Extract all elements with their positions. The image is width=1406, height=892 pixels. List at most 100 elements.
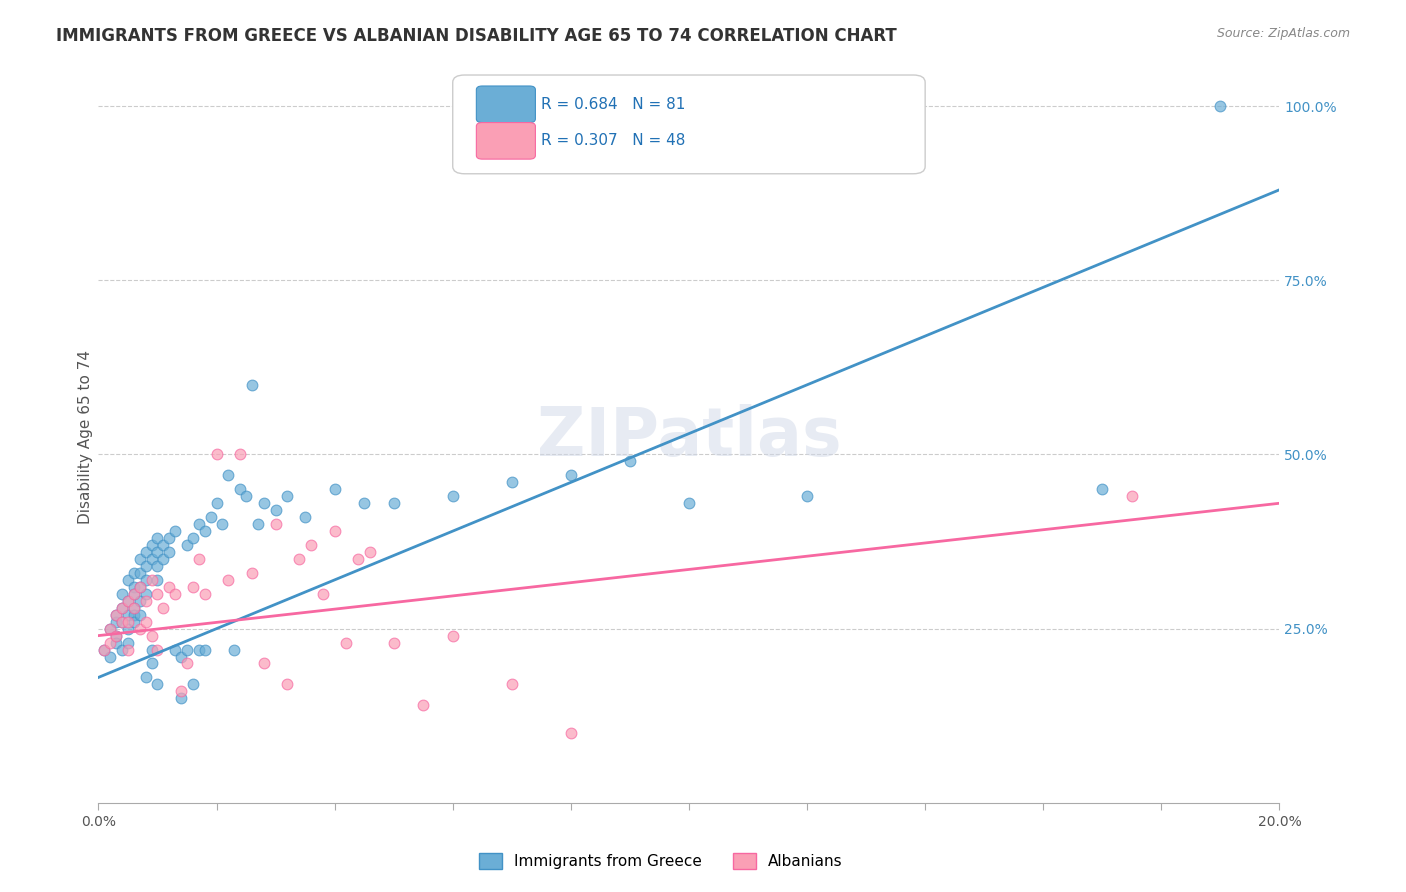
Point [347,552,370,566]
Point [128,566,150,580]
Point [382,635,405,649]
Point [288,552,311,566]
Point [141,657,163,671]
Point [253,496,276,510]
Point [135,615,157,629]
Point [176,642,198,657]
Point [135,594,157,608]
Point [122,600,145,615]
Point [205,496,228,510]
Point [181,580,204,594]
Point [276,677,298,691]
Point [117,635,139,649]
Point [276,489,298,503]
Point [111,642,134,657]
Point [211,517,233,532]
Point [146,642,169,657]
Text: Source: ZipAtlas.com: Source: ZipAtlas.com [1216,27,1350,40]
Point [146,587,169,601]
Point [323,483,346,497]
Point [111,615,134,629]
Point [135,670,157,684]
Point [152,600,174,615]
Point [117,607,139,622]
Point [157,545,180,559]
Point [157,580,180,594]
Point [170,649,193,664]
Point [200,510,222,524]
Point [117,642,139,657]
Point [93,642,115,657]
Point [105,629,128,643]
Point [501,475,523,490]
FancyBboxPatch shape [477,86,536,122]
Text: R = 0.307   N = 48: R = 0.307 N = 48 [541,133,686,148]
Point [229,483,252,497]
Text: ZIPatlas: ZIPatlas [537,404,841,470]
Point [441,629,464,643]
Point [117,594,139,608]
Point [117,622,139,636]
Point [264,517,287,532]
Point [170,684,193,698]
Point [122,580,145,594]
Point [128,607,150,622]
Point [181,531,204,545]
Point [501,677,523,691]
Point [619,454,641,468]
Point [128,622,150,636]
Point [128,580,150,594]
Point [128,580,150,594]
Point [165,642,187,657]
Point [187,552,209,566]
Point [335,635,357,649]
Point [796,489,818,503]
FancyBboxPatch shape [477,122,536,159]
Point [1121,489,1143,503]
Point [98,635,121,649]
Point [205,448,228,462]
Point [240,377,263,392]
Y-axis label: Disability Age 65 to 74: Disability Age 65 to 74 [77,350,93,524]
Point [146,677,169,691]
Point [194,524,217,538]
Point [240,566,263,580]
Point [105,629,128,643]
Point [382,496,405,510]
FancyBboxPatch shape [453,75,925,174]
Point [122,615,145,629]
Point [122,600,145,615]
Point [146,545,169,559]
Point [312,587,335,601]
Point [122,587,145,601]
Point [146,573,169,587]
Point [105,615,128,629]
Point [176,657,198,671]
Point [194,587,217,601]
Point [187,517,209,532]
Point [1091,483,1114,497]
Point [111,587,134,601]
Point [122,587,145,601]
Point [217,468,239,483]
Point [141,538,163,552]
Point [128,594,150,608]
Point [146,558,169,573]
Text: R = 0.684   N = 81: R = 0.684 N = 81 [541,96,686,112]
Point [111,600,134,615]
Point [253,657,276,671]
Point [141,573,163,587]
Point [229,448,252,462]
Point [294,510,316,524]
Point [165,524,187,538]
Point [141,552,163,566]
Point [441,489,464,503]
Point [135,587,157,601]
Point [560,726,582,740]
Point [170,691,193,706]
Legend: Immigrants from Greece, Albanians: Immigrants from Greece, Albanians [472,847,849,875]
Point [141,642,163,657]
Point [128,552,150,566]
Point [359,545,381,559]
Point [678,496,700,510]
